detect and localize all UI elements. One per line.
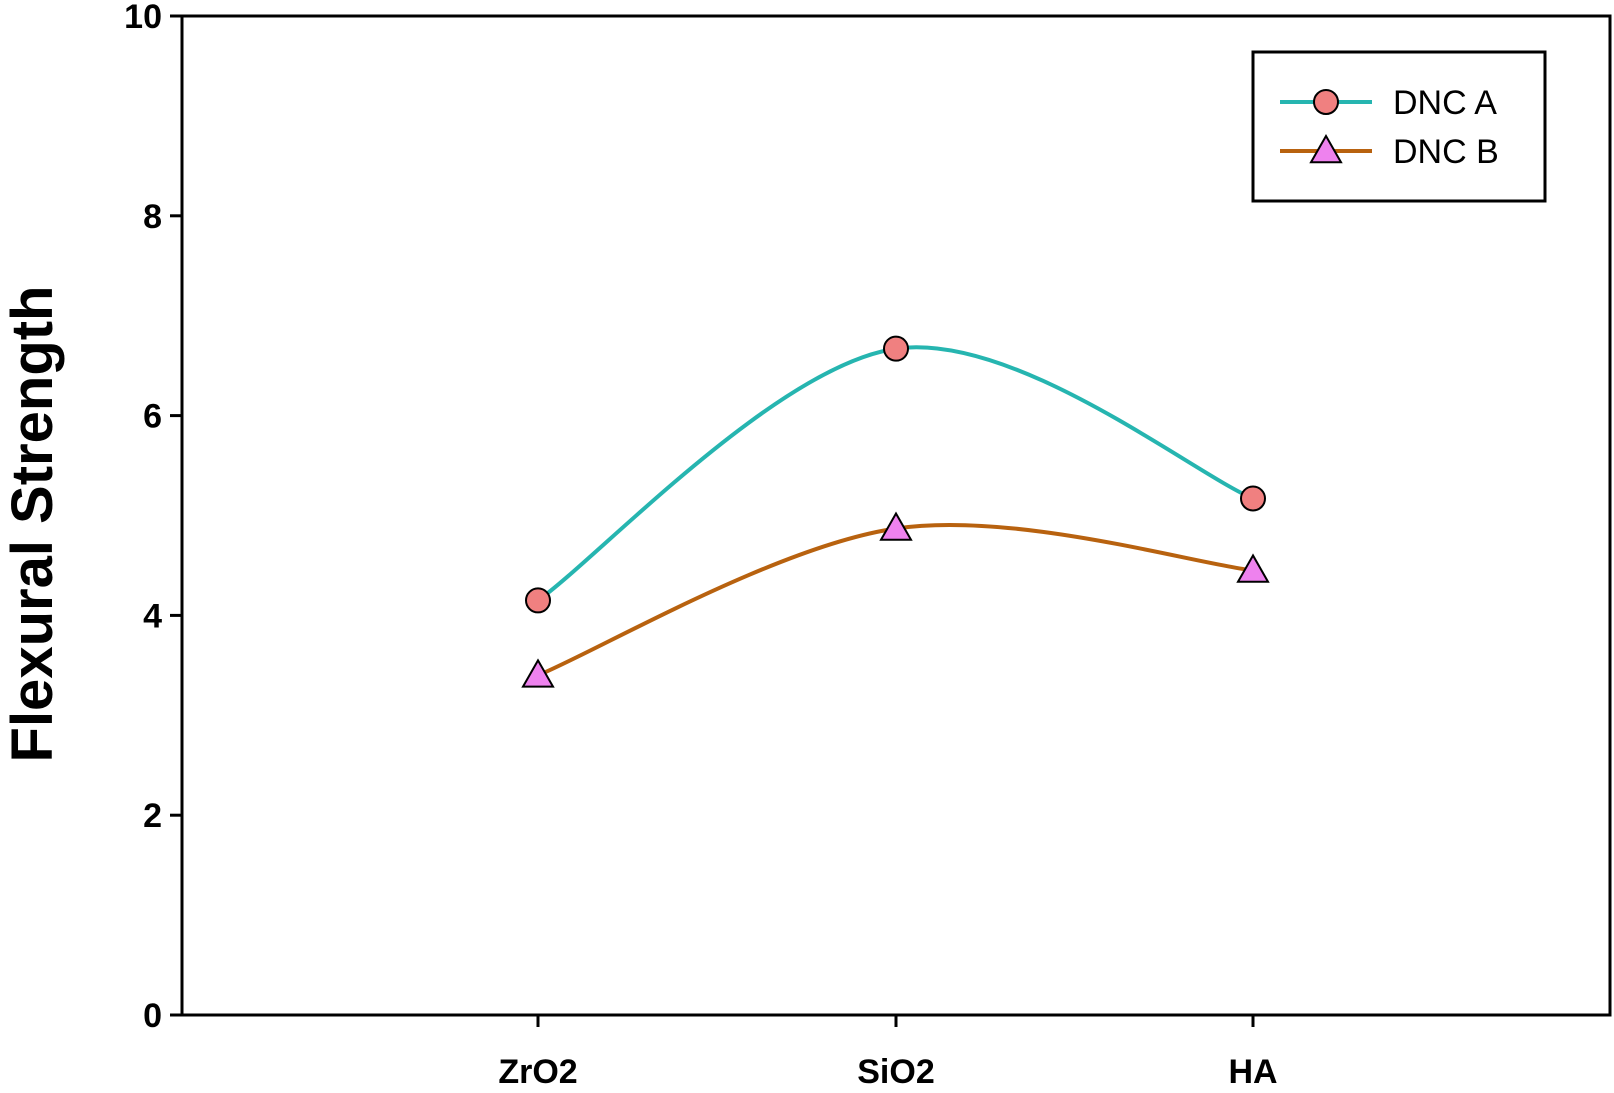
legend: DNC A DNC B [1251,50,1547,203]
series-line-1 [536,345,1254,603]
legend-box [1251,50,1547,203]
y-tick-label: 4 [143,597,162,635]
x-tick-label: ZrO2 [498,1053,577,1091]
x-tick-label: HA [1228,1053,1277,1091]
series-line-2 [537,522,1254,678]
series-markers [521,335,1270,688]
legend-marker [1313,89,1339,115]
x-tick-label: SiO2 [857,1053,934,1091]
series-1-point [883,335,909,362]
legend-marker [1309,133,1343,164]
series-2-point [521,658,555,688]
legend-label: DNC B [1393,133,1499,171]
y-tick-label: 2 [143,797,162,835]
y-tick-label: 10 [124,0,162,36]
series-2-point [879,511,913,541]
series-lines [536,345,1254,678]
series-1-point [1240,485,1266,512]
y-tick-label: 6 [143,398,162,436]
series-1-point [525,587,551,614]
y-tick-label: 8 [143,198,162,236]
y-axis-ticks: 0 2 4 6 8 10 [124,0,182,1035]
x-axis-ticks: ZrO2 SiO2 HA [498,1015,1278,1091]
y-axis-label: Flexural Strength [0,286,65,763]
legend-label: DNC A [1393,84,1497,122]
series-2-point [1236,553,1270,583]
y-tick-label: 0 [143,997,162,1035]
